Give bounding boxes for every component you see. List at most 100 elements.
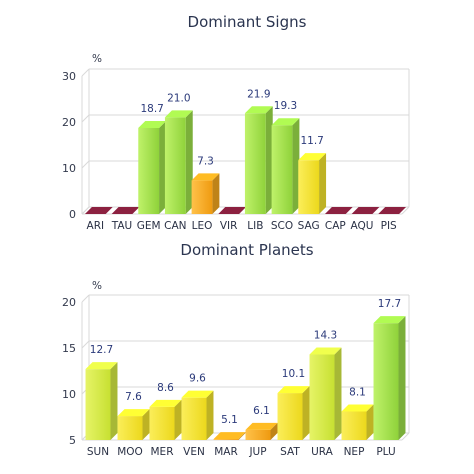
signs-chart-title: Dominant Signs — [188, 13, 307, 31]
bar-side — [319, 153, 327, 214]
bar-top — [277, 386, 310, 394]
bar — [138, 127, 160, 214]
y-tick-label: 20 — [62, 296, 76, 309]
value-label: 21.9 — [247, 88, 270, 100]
gridline — [81, 68, 90, 77]
category-label: MER — [151, 446, 174, 458]
bar-top — [298, 153, 327, 161]
bar-top — [138, 120, 167, 128]
bar-top — [271, 118, 300, 126]
bar-zero — [218, 207, 247, 214]
bar — [271, 125, 293, 214]
bar-side — [142, 409, 150, 440]
category-label: CAP — [325, 220, 346, 232]
bar-side — [366, 404, 374, 440]
category-label: PLU — [376, 446, 395, 458]
bar-zero — [324, 207, 353, 214]
bar-side — [110, 362, 118, 440]
value-label: 21.0 — [167, 92, 190, 104]
value-label: 7.3 — [197, 155, 214, 167]
category-label: PIS — [381, 220, 397, 232]
bar-top — [117, 409, 150, 417]
value-label: 9.6 — [189, 373, 206, 385]
bar-top — [341, 404, 374, 412]
bar — [309, 354, 335, 440]
signs-gridlines — [81, 68, 410, 215]
bar-top — [85, 362, 118, 370]
value-label: 6.1 — [253, 405, 270, 417]
bar-side — [334, 347, 342, 440]
signs-chart: Dominant Signs % 0 10 20 30 18.7 21.0 7.3 21.9… — [62, 13, 410, 232]
bar-side — [238, 432, 246, 440]
category-label: VEN — [183, 446, 205, 458]
value-label: 8.6 — [157, 382, 174, 394]
bar-zero — [84, 207, 113, 214]
signs-y-axis: 0 10 20 30 — [62, 70, 76, 221]
y-tick-label: 5 — [69, 434, 76, 447]
signs-value-labels: 18.7 21.0 7.3 21.9 19.3 11.7 — [140, 88, 323, 167]
category-label: JUP — [248, 446, 266, 458]
value-label: 19.3 — [274, 100, 297, 112]
value-label: 12.7 — [90, 344, 113, 356]
bar — [181, 397, 207, 440]
bar — [245, 429, 271, 440]
category-label: ARI — [87, 220, 105, 232]
value-label: 14.3 — [314, 329, 337, 341]
bar-side — [212, 173, 220, 214]
gridline — [81, 206, 90, 215]
category-label: SUN — [87, 446, 109, 458]
bar — [277, 393, 303, 440]
value-label: 10.1 — [282, 368, 305, 380]
signs-bars — [84, 106, 407, 214]
bar — [149, 406, 175, 440]
category-label: MOO — [117, 446, 143, 458]
signs-x-axis: ARI TAU GEM CAN LEO VIR LIB SCO SAG CAP AQU PIS — [87, 220, 398, 232]
bar-top — [213, 432, 246, 440]
bar — [191, 180, 213, 214]
bar — [341, 411, 367, 440]
bar-side — [265, 106, 273, 214]
gridline — [81, 114, 90, 123]
bar-top — [164, 110, 193, 118]
category-label: NEP — [344, 446, 365, 458]
bar-zero — [111, 207, 140, 214]
y-tick-label: 0 — [69, 208, 76, 221]
category-label: TAU — [111, 220, 132, 232]
planets-x-axis: SUN MOO MER VEN MAR JUP SAT URA NEP PLU — [87, 446, 396, 458]
floor-edge — [401, 432, 410, 441]
bar-top — [309, 347, 342, 355]
bar — [85, 369, 111, 440]
category-label: SAT — [280, 446, 300, 458]
value-label: 5.1 — [221, 414, 238, 426]
y-tick-label: 20 — [62, 116, 76, 129]
planets-bars — [85, 316, 406, 440]
planets-chart: Dominant Planets % 5 10 15 20 12.7 7.6 8.6 9.6… — [62, 241, 410, 458]
y-tick-label: 15 — [62, 342, 76, 355]
bar-side — [174, 399, 182, 440]
value-label: 17.7 — [378, 298, 401, 310]
bar-side — [292, 118, 300, 214]
bar-top — [149, 399, 182, 407]
floor-edge — [401, 206, 410, 215]
value-label: 8.1 — [349, 386, 366, 398]
bar — [244, 113, 266, 214]
category-label: URA — [311, 446, 334, 458]
category-label: SCO — [271, 220, 293, 232]
bar-top — [181, 390, 214, 398]
bar-side — [159, 120, 167, 214]
bar — [164, 117, 186, 214]
value-label: 7.6 — [125, 391, 142, 403]
bar — [373, 323, 399, 440]
y-tick-label: 30 — [62, 70, 76, 83]
bar-side — [398, 316, 406, 440]
value-label: 11.7 — [300, 135, 323, 147]
category-label: GEM — [137, 220, 161, 232]
bar-top — [373, 316, 406, 324]
gridline — [81, 160, 90, 169]
planets-y-axis: 5 10 15 20 — [62, 296, 76, 447]
planets-chart-title: Dominant Planets — [180, 241, 313, 259]
bar-top — [244, 106, 273, 114]
bar-side — [206, 390, 214, 440]
category-label: MAR — [214, 446, 238, 458]
